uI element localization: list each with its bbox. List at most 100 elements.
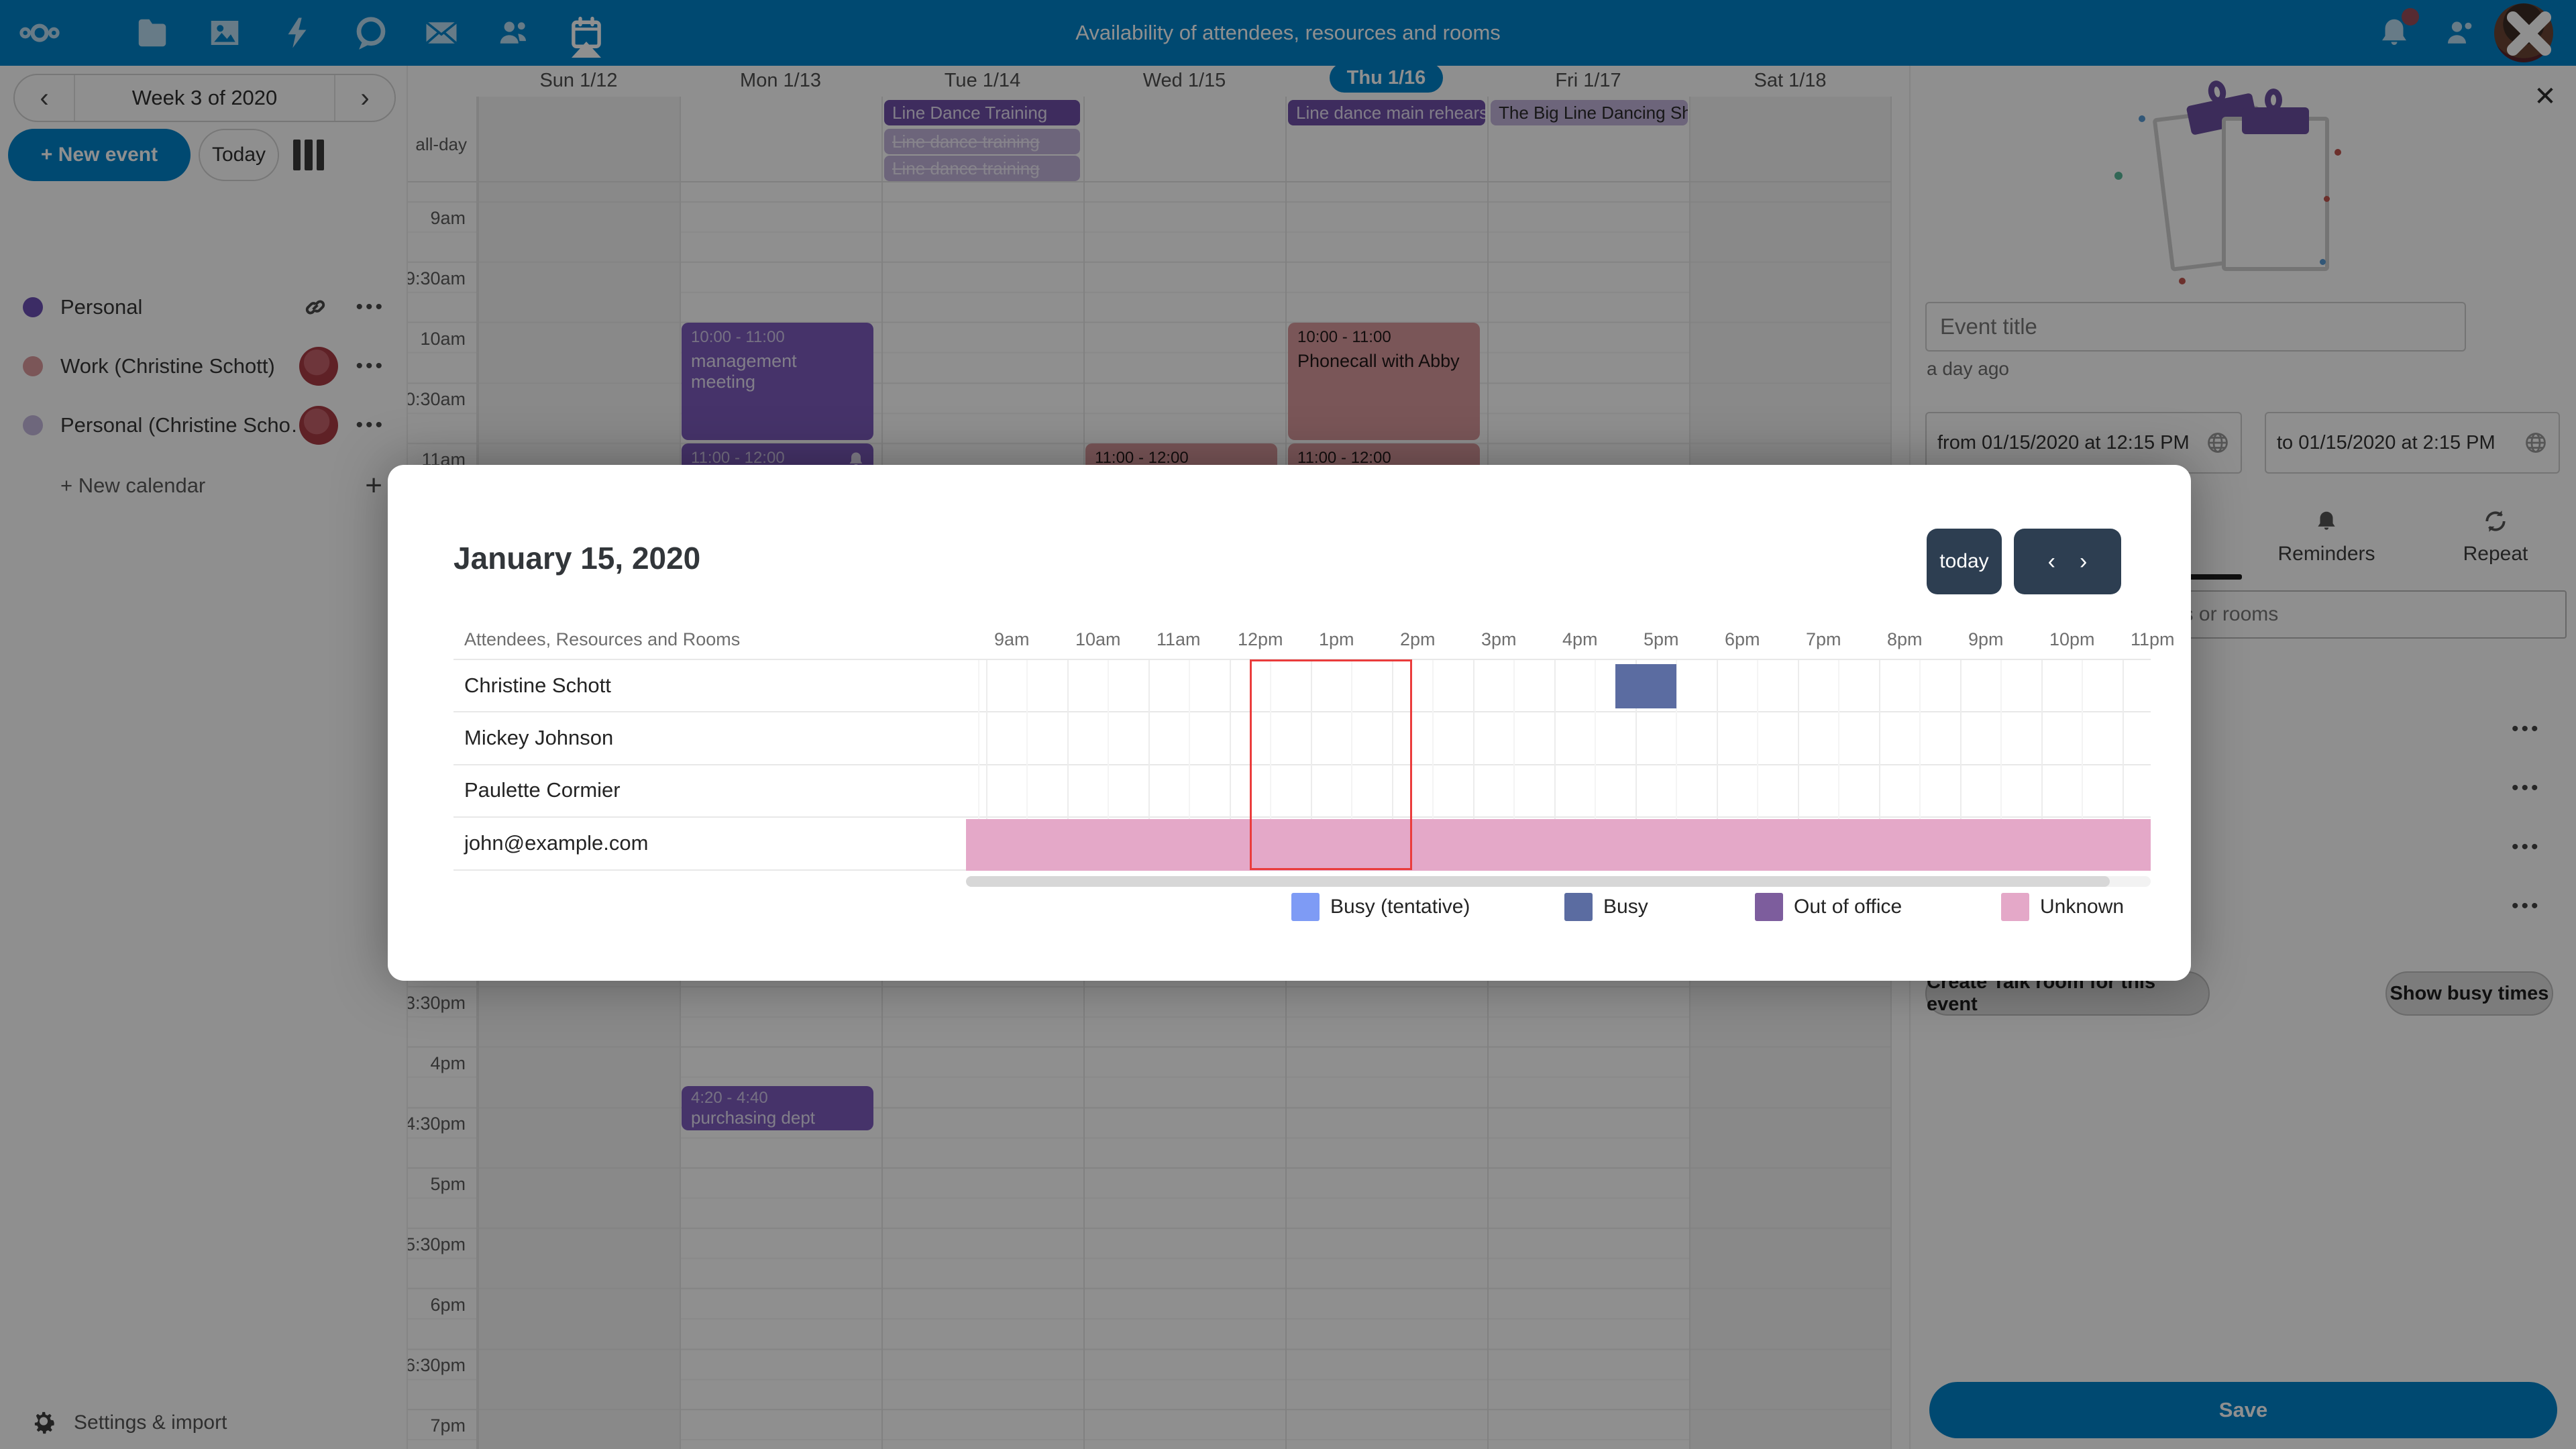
settings-import-button[interactable]: Settings & import: [0, 1397, 408, 1449]
day-header-active[interactable]: Thu 1/16: [1285, 63, 1487, 93]
allday-event[interactable]: The Big Line Dancing Show: [1491, 100, 1688, 125]
clipboard-illustration: [2114, 78, 2343, 284]
event-purchasing-dept[interactable]: 4:20 - 4:40 purchasing dept: [682, 1086, 873, 1130]
previous-week-button[interactable]: ‹: [40, 83, 49, 113]
timezone-globe-icon[interactable]: [2206, 431, 2230, 455]
start-datetime-value: from 01/15/2020 at 12:15 PM: [1937, 431, 2190, 453]
allday-event[interactable]: Line dance main rehearsal: [1288, 100, 1485, 125]
day-header[interactable]: Mon 1/13: [740, 70, 821, 91]
legend-swatch: [1755, 893, 1783, 921]
calendar-menu-icon[interactable]: •••: [356, 296, 385, 318]
day-header[interactable]: Tue 1/14: [944, 70, 1021, 91]
show-busy-times-button[interactable]: Show busy times: [2385, 971, 2553, 1016]
attendee-name: Paulette Cormier: [464, 778, 621, 802]
attendee-name: Mickey Johnson: [464, 726, 614, 749]
contacts-icon[interactable]: [493, 12, 535, 54]
view-toggle-icon[interactable]: [293, 140, 324, 170]
busy-block: [1615, 664, 1676, 708]
modal-day-navigation: ‹ ›: [2014, 529, 2121, 594]
legend-swatch: [1291, 893, 1320, 921]
notifications-icon[interactable]: [2373, 8, 2419, 54]
attendee-name: john@example.com: [464, 831, 649, 855]
attendees-column-header: Attendees, Resources and Rooms: [464, 629, 741, 649]
mail-icon[interactable]: [421, 12, 462, 54]
close-icon[interactable]: ✕: [2534, 82, 2557, 111]
calendar-owner-avatar: [299, 347, 339, 386]
timeline-scrollbar[interactable]: [966, 876, 2151, 887]
scrollbar-thumb[interactable]: [966, 876, 2110, 887]
unread-badge: [2402, 8, 2419, 25]
day-header[interactable]: Sat 1/18: [1754, 70, 1827, 91]
calendar-list-item[interactable]: Work (Christine Schott) •••: [0, 342, 408, 390]
legend-item: Busy (tentative): [1291, 893, 1470, 921]
calendar-name: Personal: [60, 295, 143, 319]
event-editor-sidebar: ✕ a day ago from 01/15/2020 at 12:15 PM …: [1909, 66, 2576, 1449]
selected-time-range[interactable]: [1250, 659, 1412, 870]
legend-swatch: [2001, 893, 2029, 921]
timezone-globe-icon[interactable]: [2524, 431, 2548, 455]
next-day-icon[interactable]: ›: [2080, 548, 2088, 574]
event-phonecall-with-abby[interactable]: 10:00 - 11:00 Phonecall with Abby: [1288, 323, 1480, 440]
settings-label: Settings & import: [74, 1411, 227, 1434]
app-sidebar: ‹ Week 3 of 2020 › + New event Today Per…: [0, 66, 408, 1449]
attendee-menu-icon[interactable]: •••: [2512, 777, 2541, 799]
week-label[interactable]: Week 3 of 2020: [74, 75, 335, 121]
week-navigation: ‹ Week 3 of 2020 ›: [13, 74, 396, 122]
allday-label: all-day: [415, 134, 467, 154]
calendar-color-dot: [23, 356, 43, 376]
page-title: Availability of attendees, resources and…: [1075, 21, 1501, 44]
next-week-button[interactable]: ›: [360, 83, 370, 113]
end-datetime-value: to 01/15/2020 at 2:15 PM: [2277, 431, 2496, 453]
share-link-icon[interactable]: [302, 294, 329, 321]
calendar-name: Personal (Christine Scho…: [60, 413, 300, 437]
attendee-menu-icon[interactable]: •••: [2512, 895, 2541, 917]
tab-reminders[interactable]: Reminders: [2246, 508, 2407, 566]
calendar-name: Work (Christine Schott): [60, 354, 275, 378]
legend-item: Unknown: [2001, 893, 2124, 921]
day-header[interactable]: Sun 1/12: [539, 70, 618, 91]
time-gutter: all-day 9am 9:30am 10am 10:30am 11am 3:3…: [395, 95, 478, 1449]
repeat-icon: [2485, 511, 2506, 532]
availability-modal: January 15, 2020 today ‹ › Attendees, Re…: [388, 465, 2191, 981]
attendee-menu-icon[interactable]: •••: [2512, 836, 2541, 858]
talk-icon[interactable]: [350, 12, 392, 54]
attendee-name: Christine Schott: [464, 674, 611, 697]
new-event-button[interactable]: + New event: [8, 129, 191, 181]
allday-event-declined[interactable]: Line dance training: [884, 129, 1080, 154]
legend-swatch: [1564, 893, 1593, 921]
attendee-menu-icon[interactable]: •••: [2512, 718, 2541, 740]
calendar-menu-icon[interactable]: •••: [356, 414, 385, 436]
start-datetime-field[interactable]: from 01/15/2020 at 12:15 PM: [1925, 412, 2242, 474]
tab-repeat[interactable]: Repeat: [2415, 508, 2576, 566]
today-button[interactable]: Today: [199, 129, 279, 181]
event-management-meeting[interactable]: 10:00 - 11:00 management meeting: [682, 323, 873, 440]
day-header[interactable]: Fri 1/17: [1555, 70, 1621, 91]
day-header[interactable]: Wed 1/15: [1142, 70, 1226, 91]
legend-item: Busy: [1564, 893, 1648, 921]
save-button[interactable]: Save: [1929, 1382, 2557, 1438]
top-bar: Availability of attendees, resources and…: [0, 0, 2576, 66]
bell-icon: [2318, 511, 2335, 530]
files-icon[interactable]: [131, 12, 173, 54]
calendar-color-dot: [23, 415, 43, 435]
previous-day-icon[interactable]: ‹: [2047, 548, 2055, 574]
plus-icon: +: [365, 469, 382, 502]
contacts-menu-icon[interactable]: [2439, 12, 2481, 54]
modal-today-button[interactable]: today: [1927, 529, 2002, 594]
photos-icon[interactable]: [204, 12, 246, 54]
new-calendar-button[interactable]: + New calendar +: [60, 469, 382, 502]
availability-timeline[interactable]: [966, 659, 2151, 871]
end-datetime-field[interactable]: to 01/15/2020 at 2:15 PM: [2265, 412, 2560, 474]
calendar-menu-icon[interactable]: •••: [356, 355, 385, 377]
activity-icon[interactable]: [276, 12, 318, 54]
event-title-input[interactable]: [1925, 302, 2466, 352]
avatar[interactable]: [2494, 3, 2554, 62]
allday-event-declined[interactable]: Line dance training: [884, 156, 1080, 181]
allday-event[interactable]: Line Dance Training: [884, 100, 1080, 125]
legend-item: Out of office: [1755, 893, 1902, 921]
allday-separator: [338, 181, 1892, 182]
calendar-list-item[interactable]: Personal •••: [0, 283, 408, 331]
nextcloud-logo-icon[interactable]: [19, 12, 60, 54]
calendar-list-item[interactable]: Personal (Christine Scho… •••: [0, 401, 408, 449]
active-app-indicator: [572, 42, 601, 58]
